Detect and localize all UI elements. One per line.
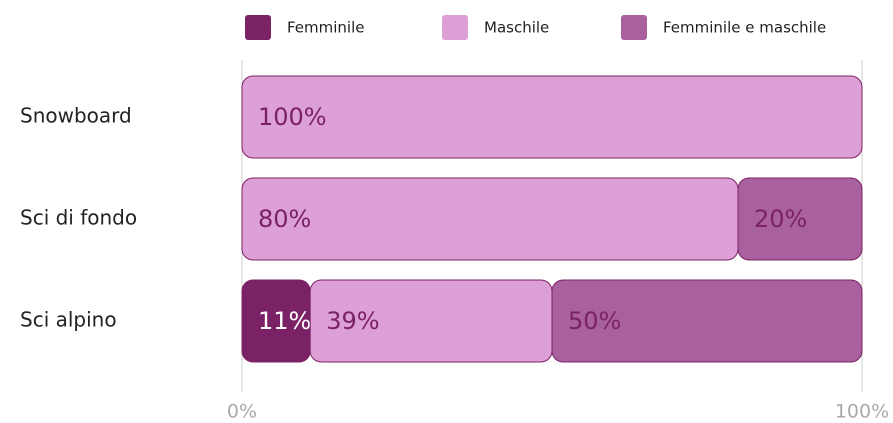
legend-swatch — [245, 15, 271, 40]
legend-label: Femminile e maschile — [663, 19, 826, 37]
category-label: Sci alpino — [20, 308, 117, 332]
value-label: 100% — [258, 103, 327, 131]
category-label: Sci di fondo — [20, 206, 137, 230]
legend-label: Femminile — [287, 19, 365, 37]
category-label: Snowboard — [20, 104, 132, 128]
value-label: 50% — [568, 307, 621, 335]
x-tick-label: 100% — [835, 401, 889, 423]
bar-segment — [737, 177, 863, 261]
legend-label: Maschile — [484, 19, 549, 37]
legend-swatch — [621, 15, 647, 40]
value-label: 80% — [258, 205, 311, 233]
bar-segment — [241, 75, 863, 159]
value-label: 39% — [326, 307, 379, 335]
x-tick-label: 0% — [227, 401, 257, 423]
value-label: 20% — [754, 205, 807, 233]
bar-segment — [551, 279, 863, 363]
value-label: 11% — [258, 307, 311, 335]
bar-segment — [241, 177, 739, 261]
legend-swatch — [442, 15, 468, 40]
